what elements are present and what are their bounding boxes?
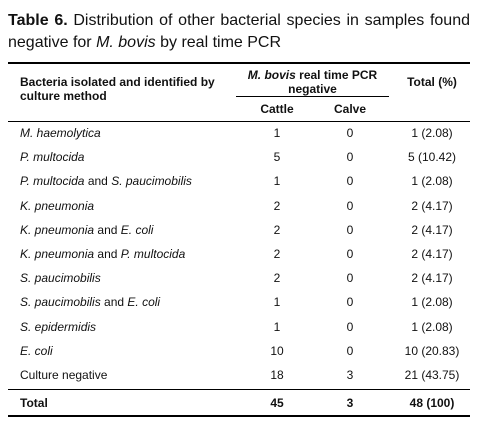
table-cell: 0 — [346, 222, 354, 237]
header-group-part: M. bovis — [247, 68, 296, 82]
row-label: S. epidermidis — [20, 320, 96, 334]
total-cell: 48 (100) — [409, 396, 455, 410]
header-rule — [8, 121, 470, 122]
table-cell: 21 (43.75) — [404, 368, 460, 382]
table-cell: 1 — [273, 319, 281, 334]
row-label-part: and — [97, 222, 118, 237]
row-label: K. pneumonia and E. coli — [20, 223, 153, 237]
row-label-part: M. haemolytica — [20, 126, 101, 140]
header-group: M. bovis real time PCR negative — [236, 68, 389, 96]
row-label-part: E. coli — [120, 222, 154, 237]
table-cell: 0 — [346, 271, 354, 286]
row-label-part: and — [87, 174, 108, 189]
table-cell: 2 — [273, 247, 281, 261]
table-cell: 5 (10.42) — [407, 150, 457, 165]
title-part: Table 6. — [8, 12, 68, 29]
table-cell: 10 — [270, 343, 284, 358]
total-cell: 45 — [270, 396, 284, 410]
table-cell: 2 (4.17) — [411, 271, 453, 286]
row-label: P. multocida — [20, 150, 84, 164]
table-cell: 2 (4.17) — [411, 222, 453, 237]
row-label-part: P. multocida — [20, 174, 85, 189]
row-label-part: E. coli — [127, 295, 161, 310]
row-label-part: P. multocida — [120, 247, 186, 261]
row-label: K. pneumonia and P. multocida — [20, 247, 185, 261]
table-cell: 10 (20.83) — [404, 343, 460, 358]
header-cell: Total (%) — [407, 75, 457, 89]
table-cell: 18 — [270, 368, 284, 382]
table-cell: 1 — [273, 174, 281, 189]
table-cell: 2 — [273, 271, 281, 286]
row-label-part: and — [97, 247, 118, 261]
total-label: Total — [20, 396, 48, 410]
table-cell: 0 — [346, 174, 354, 189]
table-cell: 5 — [273, 150, 281, 165]
title-part: by real time PCR — [160, 34, 282, 51]
bottom-rule — [8, 415, 470, 417]
row-label-part: K. pneumonia — [20, 247, 95, 261]
total-rule — [8, 389, 470, 390]
title-part: M. bovis — [96, 34, 156, 51]
table-cell: 2 (4.17) — [411, 247, 453, 261]
row-label-part: S. paucimobilis — [20, 271, 101, 286]
table-cell: 1 — [273, 295, 281, 310]
row-label-part: E. coli — [20, 343, 53, 358]
table-cell: 2 (4.17) — [411, 198, 453, 213]
title-part: Distribution of other bacterial species … — [8, 12, 470, 51]
top-rule — [8, 62, 470, 64]
row-label-part: S. paucimobilis — [111, 174, 192, 189]
row-label: S. paucimobilis and E. coli — [20, 295, 160, 309]
group-rule — [236, 96, 389, 97]
header-cell: Bacteria isolated and identified by cult… — [20, 75, 215, 103]
row-label: E. coli — [20, 344, 53, 358]
header-group-part: real time PCR negative — [288, 68, 378, 96]
table-cell: 0 — [346, 247, 354, 261]
table-cell: 2 — [273, 198, 281, 213]
row-label: P. multocida and S. paucimobilis — [20, 174, 192, 188]
table-cell: 1 (2.08) — [411, 295, 453, 310]
table-cell: 0 — [346, 319, 354, 334]
table-cell: 1 — [273, 126, 281, 140]
table-cell: 0 — [346, 198, 354, 213]
table-title: Table 6. Distribution of other bacterial… — [8, 10, 470, 54]
row-label: Culture negative — [20, 368, 107, 382]
row-label-part: P. multocida — [20, 150, 85, 165]
table-cell: 3 — [346, 368, 354, 382]
total-cell: 3 — [346, 396, 354, 410]
row-label: M. haemolytica — [20, 126, 101, 140]
table-cell: 0 — [346, 150, 354, 165]
table-cell: 0 — [346, 295, 354, 310]
header-cell: Cattle — [260, 102, 294, 116]
row-label-part: K. pneumonia — [20, 198, 95, 213]
row-label-part: and — [104, 295, 125, 310]
table-cell: 1 (2.08) — [411, 174, 453, 189]
row-label: S. paucimobilis — [20, 271, 101, 285]
table-cell: 2 — [273, 222, 281, 237]
row-label-part: S. paucimobilis — [20, 295, 101, 310]
table-cell: 0 — [346, 126, 354, 140]
table-cell: 1 (2.08) — [411, 319, 453, 334]
row-label-part: Culture negative — [20, 368, 108, 382]
header-cell: Calve — [333, 102, 367, 116]
row-label-part: S. epidermidis — [20, 319, 97, 334]
table-cell: 0 — [346, 343, 354, 358]
row-label-part: K. pneumonia — [20, 222, 95, 237]
row-label: K. pneumonia — [20, 199, 94, 213]
table-cell: 1 (2.08) — [411, 126, 453, 140]
